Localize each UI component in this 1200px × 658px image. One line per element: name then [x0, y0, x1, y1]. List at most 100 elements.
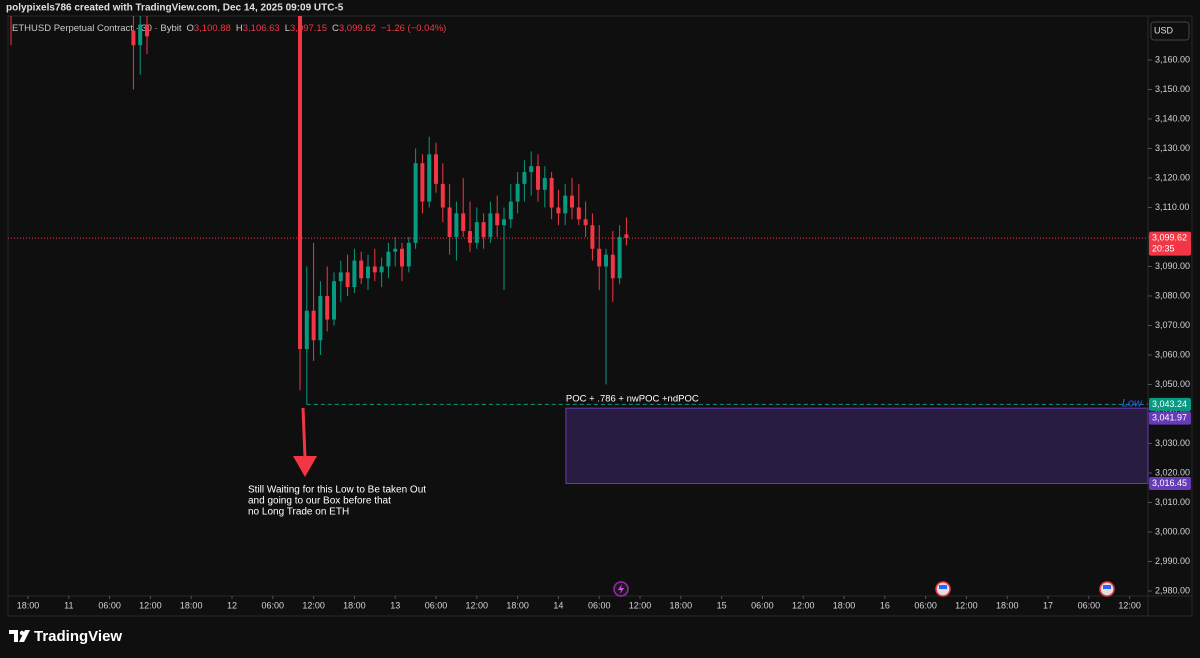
y-tick-label: 3,010.00	[1155, 497, 1190, 507]
currency[interactable]: USD	[1154, 25, 1174, 35]
candle-body	[427, 154, 432, 202]
candle-body	[447, 207, 452, 237]
x-tick-label: 11	[64, 600, 73, 610]
y-tick-label: 2,980.00	[1155, 585, 1190, 595]
price-label-box	[1149, 476, 1191, 490]
candle-body	[325, 295, 330, 320]
candle-body	[420, 163, 425, 202]
candle-body	[372, 266, 377, 273]
logo-slash	[19, 630, 30, 642]
ohlc-key: L	[285, 23, 290, 34]
candle-body	[131, 30, 136, 46]
x-tick-label: 12:00	[1118, 600, 1141, 610]
candle-body	[304, 310, 309, 350]
candle-body	[522, 172, 527, 184]
zone-label: POC + .786 + nwPOC +ndPOC	[566, 394, 699, 405]
logo-mark	[9, 630, 18, 642]
event-icons	[613, 581, 1115, 597]
candle-body	[549, 177, 554, 208]
candle-body	[474, 222, 479, 243]
candle-body	[386, 251, 391, 267]
y-tick-label: 3,070.00	[1155, 320, 1190, 330]
candle-body	[481, 222, 486, 237]
candle-body	[488, 213, 493, 237]
y-tick-label: 3,130.00	[1155, 143, 1190, 153]
y-tick-label: 3,050.00	[1155, 379, 1190, 389]
candle-body	[413, 163, 418, 243]
candle-body	[515, 183, 520, 202]
candle-body	[542, 177, 547, 190]
candle-body	[138, 24, 143, 46]
price-label: 3,016.45	[1152, 478, 1187, 488]
x-tick-label: 17	[1043, 600, 1053, 610]
brand-logo: TradingView	[9, 628, 122, 645]
attribution: polypixels786 created with TradingView.c…	[6, 3, 344, 14]
candle-body	[366, 266, 371, 279]
x-tick-label: 14	[553, 600, 563, 610]
x-tick-label: 15	[717, 600, 727, 610]
candle-body	[434, 154, 439, 184]
arrow	[293, 407, 317, 477]
annotation-line: and going to our Box before that	[248, 496, 391, 507]
candles	[10, 16, 629, 405]
candle-body	[440, 183, 445, 208]
price-label-box	[1149, 397, 1191, 411]
x-tick-label: 06:00	[751, 600, 774, 610]
x-tick-label: 06:00	[1078, 600, 1101, 610]
annotation-line: no Long Trade on ETH	[248, 507, 349, 518]
candle-body	[597, 248, 602, 267]
x-tick-label: 12	[227, 600, 237, 610]
ohlc-value: 3,100.88	[194, 23, 231, 34]
brand: TradingView	[34, 628, 122, 645]
candle-body	[610, 254, 615, 279]
price-label-box	[1149, 231, 1191, 256]
x-tick-label: 12:00	[139, 600, 162, 610]
candle-body	[298, 16, 303, 350]
candle-body	[468, 231, 473, 243]
candle-body	[604, 254, 609, 267]
candle-body	[144, 24, 149, 37]
ohlc-key: C	[332, 23, 339, 34]
y-tick-label: 2,990.00	[1155, 556, 1190, 566]
currency-button[interactable]	[1150, 21, 1190, 41]
candle-body	[563, 195, 568, 214]
candle-body	[508, 201, 513, 220]
candle-body	[379, 266, 384, 273]
x-tick-label: 12:00	[466, 600, 489, 610]
candle-body	[495, 213, 500, 226]
candle-body	[570, 195, 575, 208]
ohlc-value: 3,099.62	[339, 23, 376, 34]
candle-body	[393, 248, 398, 252]
candle-body	[583, 219, 588, 226]
candle-body	[338, 272, 343, 282]
x-tick-label: 12:00	[629, 600, 652, 610]
x-tick-label: 06:00	[914, 600, 937, 610]
annotation-line: Still Waiting for this Low to Be taken O…	[248, 485, 426, 496]
candle-body	[318, 295, 323, 341]
y-tick-label: 3,140.00	[1155, 113, 1190, 123]
candle-body	[502, 219, 507, 226]
y-tick-label: 3,000.00	[1155, 526, 1190, 536]
ohlc-value: 3,106.63	[243, 23, 280, 34]
price-label: 3,043.24	[1152, 399, 1187, 409]
x-tick-label: 06:00	[588, 600, 611, 610]
ohlc-key: O	[186, 23, 193, 34]
event-icon-bolt	[618, 584, 624, 594]
x-tick-label: 06:00	[98, 600, 121, 610]
y-tick-label: 3,160.00	[1155, 54, 1190, 64]
candle-body	[332, 281, 337, 320]
candle-body	[556, 207, 561, 214]
flag-icon	[939, 585, 947, 589]
x-tick-label: 18:00	[506, 600, 529, 610]
price-label: 3,099.62	[1152, 232, 1187, 242]
candle-body	[311, 310, 316, 341]
y-tick-label: 3,110.00	[1155, 202, 1189, 212]
y-tick-label: 3,080.00	[1155, 290, 1190, 300]
ohlc-value: 3,097.15	[290, 23, 327, 34]
candle-body	[352, 260, 357, 288]
x-tick-label: 18:00	[670, 600, 693, 610]
symbol: ETHUSD Perpetual Contract · 30 · Bybit	[12, 23, 182, 34]
candle-body	[624, 234, 629, 239]
ohlc-key: H	[236, 23, 243, 34]
